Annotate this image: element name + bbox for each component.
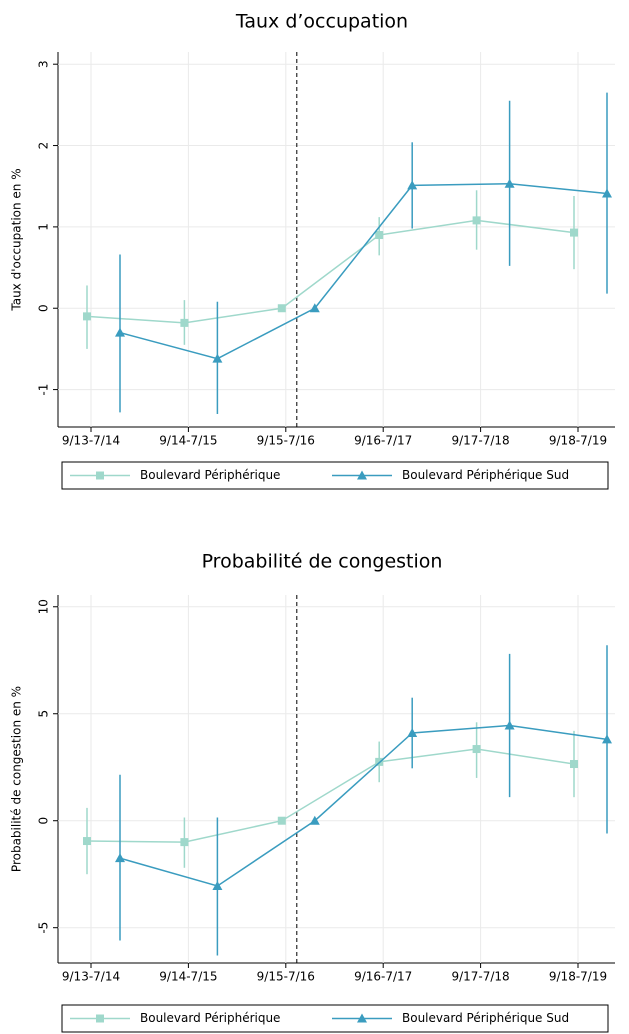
marker xyxy=(602,188,612,198)
y-tick-label: -1 xyxy=(37,384,51,396)
x-tick-label: 9/17-7/18 xyxy=(451,970,509,984)
y-axis-label: Taux d'occupation en % xyxy=(10,168,24,311)
marker xyxy=(115,853,125,863)
marker xyxy=(212,353,223,363)
marker xyxy=(570,228,578,237)
marker xyxy=(180,838,189,847)
y-tick-label: 5 xyxy=(37,710,51,718)
x-tick-label: 9/17-7/18 xyxy=(451,434,509,448)
x-tick-label: 9/15-7/16 xyxy=(257,970,315,984)
marker xyxy=(212,880,223,890)
x-tick-label: 9/15-7/16 xyxy=(257,434,315,448)
y-tick-label: 2 xyxy=(37,142,51,150)
chart-title: Probabilité de congestion xyxy=(202,551,443,573)
marker xyxy=(407,180,418,190)
chart-title: Taux d’occupation xyxy=(235,11,408,33)
series-line xyxy=(119,183,608,360)
marker xyxy=(277,304,286,313)
marker xyxy=(96,471,104,480)
marker xyxy=(472,216,481,225)
marker xyxy=(472,745,481,754)
y-tick-label: 0 xyxy=(37,304,51,312)
series-line xyxy=(86,219,575,324)
legend-label: Boulevard Périphérique Sud xyxy=(402,468,569,482)
x-tick-label: 9/18-7/19 xyxy=(549,970,607,984)
marker xyxy=(309,815,320,825)
marker xyxy=(504,178,515,188)
marker xyxy=(602,734,612,744)
x-tick-label: 9/16-7/17 xyxy=(354,434,412,448)
marker xyxy=(504,720,515,730)
y-tick-label: 10 xyxy=(37,599,51,614)
marker xyxy=(277,816,286,825)
x-tick-label: 9/13-7/14 xyxy=(62,970,120,984)
marker xyxy=(357,470,367,480)
legend-label: Boulevard Périphérique xyxy=(140,1011,280,1025)
y-tick-label: 0 xyxy=(37,817,51,825)
legend xyxy=(61,461,609,490)
series-line xyxy=(86,748,575,843)
legend-label: Boulevard Périphérique Sud xyxy=(402,1011,569,1025)
marker xyxy=(407,728,418,737)
x-tick-label: 9/14-7/15 xyxy=(159,970,217,984)
marker xyxy=(570,760,578,769)
x-tick-label: 9/13-7/14 xyxy=(62,434,120,448)
marker xyxy=(115,327,125,337)
marker xyxy=(180,318,189,327)
marker xyxy=(83,312,91,321)
series-line xyxy=(119,724,608,887)
y-axis-label: Probabilité de congestion en % xyxy=(10,686,24,872)
legend-label: Boulevard Périphérique xyxy=(140,468,280,482)
legend xyxy=(61,1004,609,1033)
y-tick-label: 3 xyxy=(37,60,51,68)
y-tick-label: 1 xyxy=(37,223,51,231)
x-tick-label: 9/18-7/19 xyxy=(549,434,607,448)
marker xyxy=(83,837,91,846)
marker xyxy=(96,1014,104,1023)
marker xyxy=(375,231,384,240)
x-tick-label: 9/14-7/15 xyxy=(159,434,217,448)
y-tick-label: -5 xyxy=(37,922,51,934)
x-tick-label: 9/16-7/17 xyxy=(354,970,412,984)
marker xyxy=(357,1013,367,1023)
marker xyxy=(309,303,320,313)
